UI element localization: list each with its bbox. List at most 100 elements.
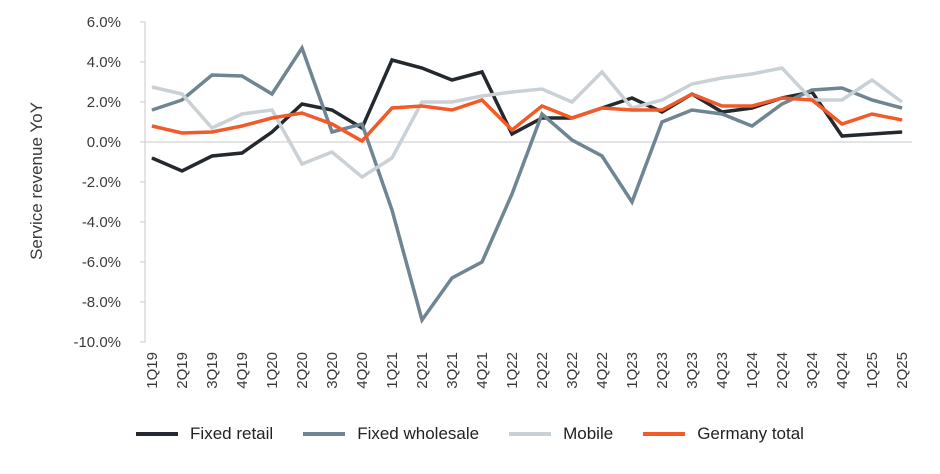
x-tick-label: 2Q23	[654, 352, 671, 389]
data-point	[481, 95, 483, 97]
data-point	[331, 109, 333, 111]
legend-item: Germany total	[643, 424, 804, 444]
x-tick-label: 1Q19	[144, 352, 161, 389]
data-point	[331, 123, 333, 125]
series-line-mobile	[151, 66, 904, 180]
data-point	[271, 131, 273, 133]
data-point	[451, 109, 453, 111]
data-point	[151, 125, 153, 127]
data-point	[841, 135, 843, 137]
legend-swatch	[509, 432, 552, 436]
x-tick-label: 3Q23	[684, 352, 701, 389]
x-tick-label: 2Q22	[534, 352, 551, 389]
data-point	[871, 113, 873, 115]
x-tick-label: 3Q24	[804, 352, 821, 389]
data-point	[451, 277, 453, 279]
legend: Fixed retail Fixed wholesale Mobile Germany…	[0, 424, 940, 444]
data-point	[211, 155, 213, 157]
data-point	[601, 107, 603, 109]
data-point	[421, 67, 423, 69]
data-point	[751, 73, 753, 75]
data-point	[871, 133, 873, 135]
x-tick-label: 3Q20	[324, 352, 341, 389]
x-tick-label: 1Q22	[504, 352, 521, 389]
legend-item: Mobile	[509, 424, 613, 444]
y-axis-title-group: Service revenue YoY	[27, 102, 46, 260]
data-point	[571, 101, 573, 103]
data-point	[541, 88, 543, 90]
data-point	[481, 261, 483, 263]
x-tick-label: 3Q19	[204, 352, 221, 389]
data-point	[871, 79, 873, 81]
y-tick-label: -6.0%	[82, 254, 121, 271]
data-point	[901, 131, 903, 133]
data-point	[331, 131, 333, 133]
x-axis: 1Q19 2Q19 3Q19 4Q19 1Q20 2Q20 3Q20 4Q20 1Q21 2Q21…	[144, 141, 912, 389]
data-point	[781, 67, 783, 69]
data-point	[421, 105, 423, 107]
data-point	[901, 119, 903, 121]
x-tick-label: 2Q25	[894, 352, 911, 389]
data-point	[841, 87, 843, 89]
data-point	[721, 77, 723, 79]
data-point	[181, 132, 183, 134]
y-axis-title: Service revenue YoY	[27, 102, 46, 260]
x-tick-label: 1Q23	[624, 352, 641, 389]
data-point	[511, 91, 513, 93]
x-tick-label: 2Q20	[294, 352, 311, 389]
legend-swatch	[136, 432, 179, 436]
y-tick-label: 2.0%	[87, 94, 121, 111]
data-point	[511, 193, 513, 195]
data-point	[151, 86, 153, 88]
data-point	[331, 151, 333, 153]
series-line-fixed-wholesale	[151, 44, 903, 325]
data-point	[391, 157, 393, 159]
data-point	[691, 83, 693, 85]
legend-label: Mobile	[563, 424, 614, 443]
data-point	[631, 109, 633, 111]
data-point	[241, 113, 243, 115]
data-point	[511, 129, 513, 131]
data-point	[271, 117, 273, 119]
legend-label: Fixed wholesale	[357, 424, 480, 443]
x-tick-label: 2Q24	[774, 352, 791, 389]
data-point	[451, 79, 453, 81]
data-point	[271, 93, 273, 95]
data-point	[601, 155, 603, 157]
data-point	[241, 75, 243, 77]
y-tick-label: -8.0%	[82, 294, 121, 311]
data-point	[181, 99, 183, 101]
x-tick-label: 1Q20	[264, 352, 281, 389]
data-point	[451, 101, 453, 103]
x-tick-label: 4Q22	[594, 352, 611, 389]
x-tick-label: 4Q20	[354, 352, 371, 389]
x-tick-label: 2Q21	[414, 352, 431, 389]
data-point	[301, 163, 303, 165]
data-point	[211, 131, 213, 133]
data-point	[391, 209, 393, 211]
legend-label: Germany total	[697, 424, 804, 443]
x-tick-label: 4Q21	[474, 352, 491, 389]
series-line-germany-total	[151, 92, 903, 144]
data-point	[901, 107, 903, 109]
data-point	[661, 99, 663, 101]
data-point	[631, 201, 633, 203]
data-point	[151, 109, 153, 111]
data-point	[421, 319, 423, 321]
series-layer	[151, 44, 904, 325]
data-point	[481, 71, 483, 73]
x-tick-label: 1Q21	[384, 352, 401, 389]
data-point	[811, 99, 813, 101]
data-point	[541, 105, 543, 107]
data-point	[211, 74, 213, 76]
data-point	[391, 107, 393, 109]
data-point	[301, 112, 303, 114]
data-point	[301, 103, 303, 105]
data-point	[571, 139, 573, 141]
data-point	[841, 99, 843, 101]
data-point	[361, 176, 363, 178]
x-tick-label: 4Q23	[714, 352, 731, 389]
data-point	[361, 140, 363, 142]
